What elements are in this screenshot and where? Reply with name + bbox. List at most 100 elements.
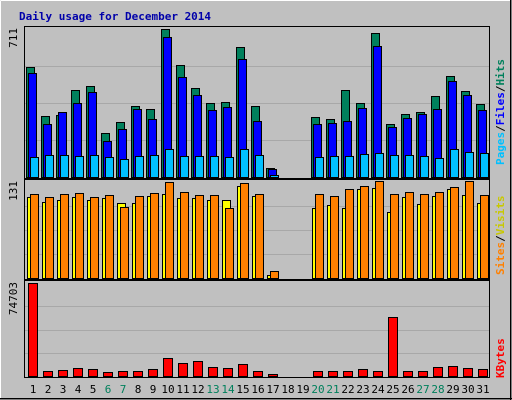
- x-label-day-20: 20: [311, 383, 324, 396]
- legend-hits: Hits: [494, 59, 507, 86]
- x-label-day-4: 4: [75, 383, 82, 396]
- bar-kbytes-day-7: [118, 371, 128, 377]
- x-label-day-9: 9: [150, 383, 157, 396]
- x-label-day-2: 2: [45, 383, 52, 396]
- x-label-day-22: 22: [341, 383, 354, 396]
- bar-pages-day-8: [135, 156, 144, 178]
- bar-sites-day-2: [45, 197, 54, 279]
- bar-kbytes-day-17: [268, 374, 278, 377]
- bar-pages-day-26: [405, 155, 414, 178]
- legend-files: Files: [494, 92, 507, 125]
- legend-sites-visits: Sites/Visits: [494, 196, 507, 276]
- bar-sites-day-11: [180, 192, 189, 279]
- bar-pages-day-9: [150, 155, 159, 178]
- x-axis-day-labels: 1 2 3 4 5 6 7 8 9 10 11 12 13 14 15 16 17 18 19 20 21 22 23 24 2…: [30, 383, 490, 396]
- bar-pages-day-14: [225, 157, 234, 178]
- bar-kbytes-day-11: [178, 363, 188, 377]
- bar-kbytes-day-16: [253, 371, 263, 377]
- bar-kbytes-day-23: [358, 369, 368, 377]
- legend-sep-1: /: [494, 125, 507, 132]
- bar-sites-day-6: [105, 195, 114, 279]
- bar-sites-day-25: [390, 194, 399, 279]
- bar-pages-day-10: [165, 149, 174, 178]
- panel-hits-max-label: 711: [7, 28, 20, 48]
- bar-sites-day-24: [375, 181, 384, 279]
- panel-visits-max-label: 131: [7, 181, 20, 201]
- x-label-day-7: 7: [120, 383, 127, 396]
- legend-kbytes: KBytes: [494, 338, 507, 378]
- x-label-day-19: 19: [296, 383, 309, 396]
- bar-sites-day-20: [315, 194, 324, 279]
- x-label-day-28: 28: [431, 383, 444, 396]
- bar-pages-day-11: [180, 156, 189, 178]
- bar-kbytes-day-5: [88, 369, 98, 377]
- bar-kbytes-day-27: [418, 371, 428, 377]
- bar-pages-day-25: [390, 155, 399, 178]
- x-label-day-25: 25: [386, 383, 399, 396]
- bar-pages-day-20: [315, 157, 324, 178]
- bar-sites-day-23: [360, 186, 369, 279]
- bar-sites-day-26: [405, 192, 414, 279]
- x-label-day-10: 10: [161, 383, 174, 396]
- x-label-day-17: 17: [266, 383, 279, 396]
- bar-sites-day-28: [435, 192, 444, 279]
- panel-kbytes-max-label: 74703: [7, 282, 20, 315]
- x-label-day-26: 26: [401, 383, 414, 396]
- bar-kbytes-day-6: [103, 372, 113, 377]
- bar-sites-day-31: [480, 195, 489, 279]
- bar-sites-day-4: [75, 193, 84, 279]
- x-label-day-27: 27: [416, 383, 429, 396]
- bar-kbytes-day-28: [433, 367, 443, 377]
- x-label-day-18: 18: [281, 383, 294, 396]
- x-label-day-15: 15: [236, 383, 249, 396]
- bar-pages-day-21: [330, 156, 339, 178]
- bar-kbytes-day-3: [58, 370, 68, 377]
- bar-pages-day-23: [360, 154, 369, 178]
- bar-sites-day-14: [225, 208, 234, 279]
- bar-pages-day-15: [240, 149, 249, 178]
- bar-kbytes-day-24: [373, 371, 383, 377]
- bar-pages-day-13: [210, 156, 219, 178]
- x-label-day-24: 24: [371, 383, 385, 396]
- x-label-day-29: 29: [446, 383, 459, 396]
- bar-kbytes-day-26: [403, 371, 413, 377]
- x-label-day-11: 11: [176, 383, 189, 396]
- x-label-day-16: 16: [251, 383, 264, 396]
- bar-pages-day-22: [345, 156, 354, 178]
- x-label-day-3: 3: [60, 383, 67, 396]
- bar-kbytes-day-1: [28, 283, 38, 377]
- bar-sites-day-12: [195, 195, 204, 279]
- bar-kbytes-day-2: [43, 371, 53, 377]
- x-label-day-6: 6: [105, 383, 112, 396]
- bar-pages-day-30: [465, 152, 474, 178]
- bar-sites-day-21: [330, 196, 339, 279]
- bar-sites-day-15: [240, 183, 249, 279]
- bar-kbytes-day-8: [133, 371, 143, 377]
- bar-sites-day-3: [60, 194, 69, 279]
- bar-pages-day-29: [450, 149, 459, 178]
- bar-kbytes-day-30: [463, 368, 473, 377]
- x-label-day-21: 21: [326, 383, 339, 396]
- bar-sites-day-5: [90, 197, 99, 279]
- legend-sep-3: /: [494, 235, 507, 242]
- legend-sep-2: /: [494, 85, 507, 92]
- x-label-day-1: 1: [30, 383, 37, 396]
- x-label-day-13: 13: [206, 383, 219, 396]
- bar-sites-day-29: [450, 187, 459, 279]
- x-label-day-30: 30: [461, 383, 474, 396]
- bar-kbytes-day-20: [313, 371, 323, 377]
- bar-kbytes-day-13: [208, 367, 218, 377]
- bar-sites-day-30: [465, 181, 474, 279]
- bar-sites-day-27: [420, 194, 429, 279]
- bar-pages-day-7: [120, 159, 129, 178]
- bar-sites-day-17: [270, 271, 279, 279]
- bar-kbytes-day-15: [238, 364, 248, 377]
- x-label-day-12: 12: [191, 383, 204, 396]
- bar-pages-day-3: [60, 155, 69, 178]
- bar-kbytes-day-9: [148, 369, 158, 377]
- bar-pages-day-1: [30, 157, 39, 178]
- bar-pages-day-2: [45, 155, 54, 178]
- bar-sites-day-8: [135, 196, 144, 279]
